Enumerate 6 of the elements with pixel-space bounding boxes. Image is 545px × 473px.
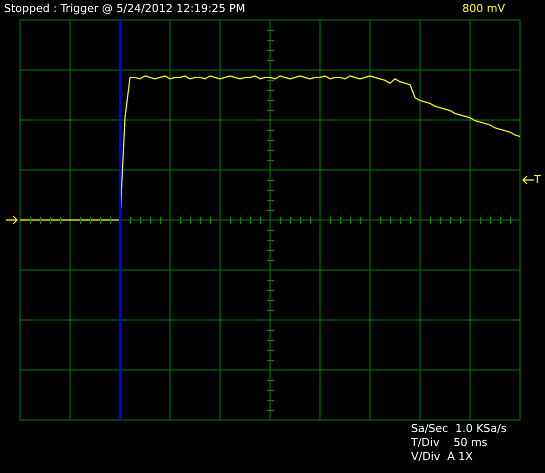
text: 800 mV <box>462 2 505 16</box>
text: V/Div A 1X <box>411 450 473 464</box>
text: T/Div 50 ms <box>411 436 488 450</box>
chart-title: Stopped : Trigger @ 5/24/2012 12:19:25 PM <box>4 2 246 16</box>
text: Sa/Sec 1.0 KSa/s <box>411 422 507 436</box>
text: T <box>534 173 541 187</box>
